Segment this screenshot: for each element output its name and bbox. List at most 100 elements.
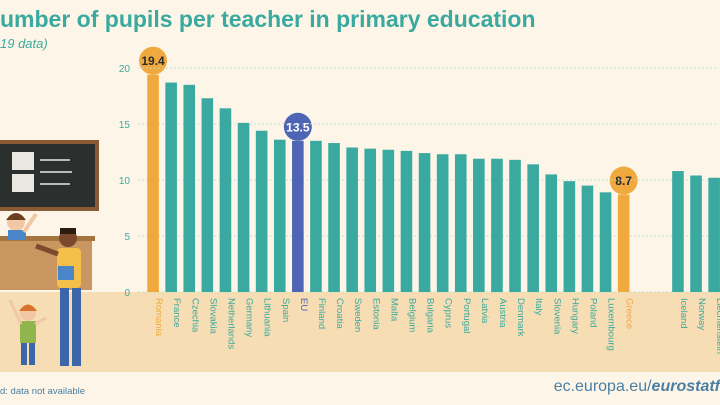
data-label-greece: 8.7 bbox=[615, 174, 632, 188]
bar-hungary bbox=[563, 181, 576, 292]
data-labels: 19.4 13.5 8.7 bbox=[139, 46, 638, 195]
floor-band bbox=[0, 292, 720, 372]
bar-denmark bbox=[509, 159, 521, 292]
y-tick-label-5: 5 bbox=[124, 232, 130, 243]
bar-germany bbox=[237, 122, 250, 292]
bar-malta bbox=[382, 149, 395, 292]
x-label-poland: Poland bbox=[587, 298, 598, 328]
x-label-latvia: Latvia bbox=[479, 298, 490, 324]
source-link[interactable]: ec.europa.eu/eurostatf bbox=[554, 378, 720, 396]
x-label-luxembourg: Luxembourg bbox=[606, 298, 617, 351]
chart-subtitle: 19 data) bbox=[0, 36, 48, 51]
x-label-spain: Spain bbox=[280, 298, 291, 322]
x-label-lithuania: Lithuania bbox=[262, 298, 273, 337]
bar-portugal bbox=[454, 154, 467, 292]
bar-slovakia bbox=[201, 98, 214, 293]
x-label-belgium: Belgium bbox=[406, 298, 417, 332]
x-label-austria: Austria bbox=[497, 298, 508, 328]
y-axis: 0 5 10 15 20 bbox=[119, 64, 131, 299]
source-brand: eurostatf bbox=[651, 378, 720, 395]
pupil-body bbox=[8, 230, 26, 240]
bar-italy bbox=[527, 164, 539, 292]
formula-card-1 bbox=[12, 152, 34, 170]
bar-finland bbox=[310, 140, 322, 292]
bar-czechia bbox=[183, 84, 196, 292]
x-label-malta: Malta bbox=[388, 298, 399, 322]
x-label-italy: Italy bbox=[533, 298, 544, 316]
bar-latvia bbox=[473, 158, 485, 292]
bar-spain bbox=[273, 139, 286, 292]
desk-top bbox=[0, 236, 95, 241]
data-label-bubble-eu bbox=[283, 112, 312, 141]
x-label-czechia: Czechia bbox=[189, 298, 200, 333]
bar-austria bbox=[491, 158, 503, 292]
bar-sweden bbox=[346, 147, 358, 292]
source-prefix: ec.europa.eu/ bbox=[553, 378, 652, 395]
x-label-liechtenstein: Liechtenstein bbox=[714, 298, 720, 354]
child-body bbox=[20, 321, 36, 343]
x-label-sweden: Sweden bbox=[352, 298, 363, 332]
bar-luxembourg bbox=[599, 192, 612, 292]
x-label-eu: EU bbox=[298, 298, 309, 311]
child-arm-left bbox=[8, 299, 23, 325]
bar-lithuania bbox=[255, 130, 268, 292]
teacher-leg-right bbox=[72, 288, 81, 366]
bar-slovenia bbox=[545, 174, 558, 292]
y-tick-label-15: 15 bbox=[119, 120, 131, 131]
x-label-greece: Greece bbox=[624, 298, 635, 329]
footnote: d: data not available bbox=[0, 386, 86, 397]
x-label-cyprus: Cyprus bbox=[443, 298, 454, 328]
x-label-croatia: Croatia bbox=[334, 298, 345, 329]
bar-eu bbox=[292, 140, 304, 292]
pupil-hair bbox=[6, 213, 26, 220]
bar-cyprus bbox=[436, 154, 449, 292]
x-label-estonia: Estonia bbox=[370, 298, 381, 330]
bar-france bbox=[165, 82, 177, 292]
x-label-romania: Romania bbox=[153, 298, 164, 337]
bar-iceland bbox=[672, 171, 684, 292]
x-label-bulgaria: Bulgaria bbox=[425, 298, 436, 334]
x-label-finland: Finland bbox=[316, 298, 327, 329]
y-tick-label-10: 10 bbox=[119, 176, 131, 187]
child-leg-right bbox=[29, 343, 35, 365]
y-tick-label-20: 20 bbox=[119, 64, 131, 75]
formula-card-2 bbox=[12, 174, 34, 192]
teacher-book bbox=[58, 266, 74, 280]
bar-norway bbox=[690, 175, 702, 292]
bar-romania bbox=[147, 74, 159, 292]
x-label-netherlands: Netherlands bbox=[225, 298, 236, 349]
bar-poland bbox=[581, 185, 594, 292]
x-label-slovakia: Slovakia bbox=[207, 298, 218, 335]
bar-estonia bbox=[364, 148, 377, 292]
x-label-slovenia: Slovenia bbox=[551, 298, 562, 335]
x-label-denmark: Denmark bbox=[515, 298, 526, 337]
x-axis-labels: Romania France Czechia Slovakia Netherlands G… bbox=[153, 298, 720, 354]
child-hair bbox=[19, 304, 37, 311]
teacher-hair bbox=[60, 228, 76, 234]
bar-bulgaria bbox=[418, 153, 431, 292]
x-label-iceland: Iceland bbox=[678, 298, 689, 329]
bar-croatia bbox=[328, 143, 340, 292]
x-label-portugal: Portugal bbox=[461, 298, 472, 333]
child-arm-right bbox=[34, 316, 47, 326]
classroom-illustration bbox=[0, 140, 720, 372]
bar-netherlands bbox=[219, 108, 232, 292]
pupil-arm bbox=[22, 212, 38, 234]
data-label-eu: 13.5 bbox=[286, 120, 310, 134]
teacher-leg-left bbox=[60, 288, 69, 366]
y-tick-label-0: 0 bbox=[124, 288, 130, 299]
bar-liechtenstein bbox=[708, 177, 720, 292]
bar-greece bbox=[617, 194, 630, 292]
data-label-bubble-greece bbox=[609, 166, 638, 195]
data-label-romania: 19.4 bbox=[141, 54, 165, 68]
bar-belgium bbox=[400, 150, 413, 292]
chart-title: umber of pupils per teacher in primary e… bbox=[0, 6, 536, 32]
x-label-germany: Germany bbox=[244, 298, 255, 337]
x-label-norway: Norway bbox=[696, 298, 707, 330]
x-label-france: France bbox=[171, 298, 182, 328]
x-label-hungary: Hungary bbox=[569, 298, 580, 334]
child-leg-left bbox=[21, 343, 27, 365]
bars bbox=[147, 74, 720, 293]
teacher-arm bbox=[35, 243, 59, 257]
